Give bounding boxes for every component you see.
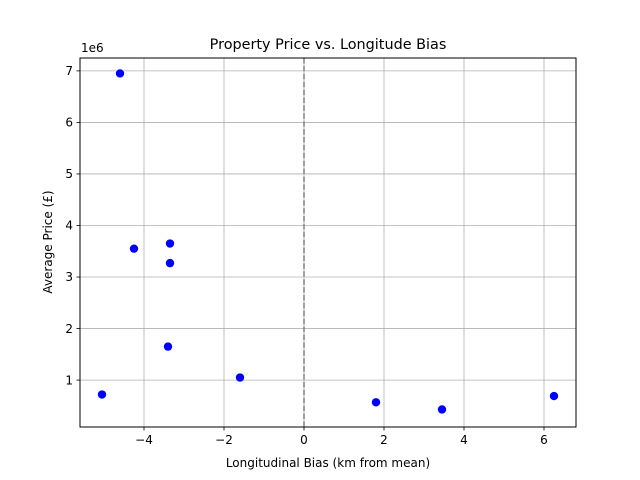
x-tick-label: −4 [135,433,153,447]
data-point [165,239,175,248]
data-points [97,69,559,414]
data-point [129,244,139,253]
x-tick-label: 2 [380,433,388,447]
y-tick-label: 5 [65,167,73,181]
data-point [371,398,381,407]
data-point [549,391,559,401]
y-tick-label: 6 [65,116,73,130]
x-axis-label: Longitudinal Bias (km from mean) [226,456,430,470]
x-axis-ticks: −4 −2 0 2 4 6 [135,427,548,447]
data-point [437,405,447,414]
x-tick-label: 6 [540,433,548,447]
data-point [115,69,125,78]
y-axis-label: Average Price (£) [41,190,55,293]
data-point [97,390,107,399]
y-tick-label: 1 [65,373,73,387]
x-tick-label: −2 [215,433,233,447]
y-tick-label: 7 [65,64,73,78]
x-tick-label: 4 [460,433,468,447]
plot-frame [79,57,577,428]
x-tick-label: 0 [300,433,308,447]
chart-title: Property Price vs. Longitude Bias [210,37,447,53]
y-tick-label: 4 [65,219,73,233]
y-axis-ticks: 1 2 3 4 5 6 7 [65,64,80,387]
y-tick-label: 3 [65,270,73,284]
y-tick-label: 2 [65,322,73,336]
y-axis-offset-label: 1e6 [81,41,104,55]
data-point [165,258,175,268]
data-point [163,342,173,351]
data-point [235,373,245,382]
